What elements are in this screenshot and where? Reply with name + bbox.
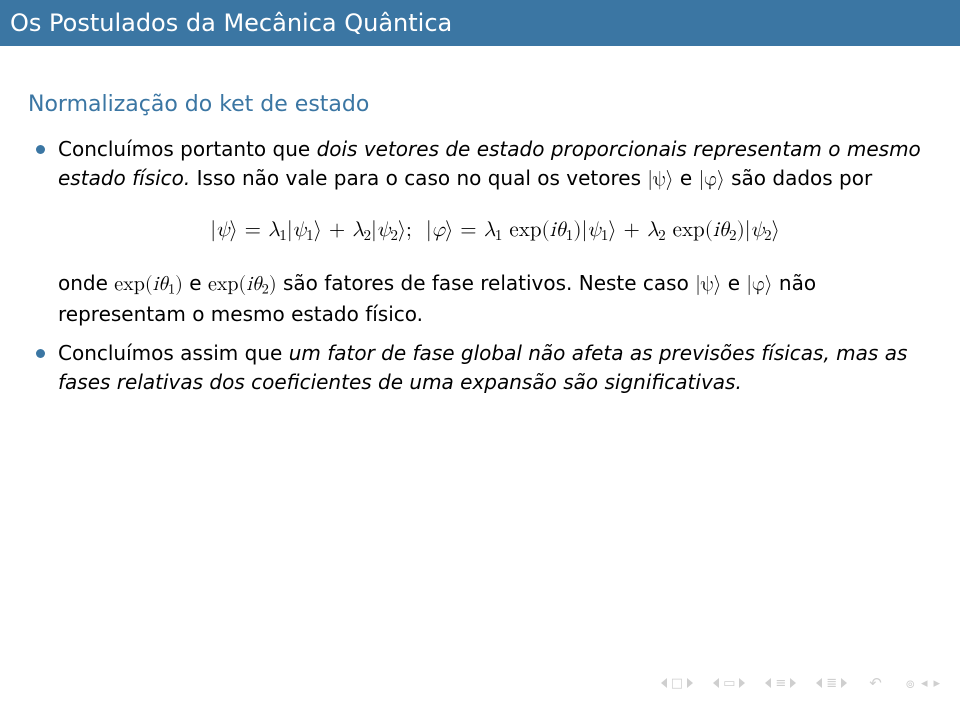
b1-and1: e — [674, 166, 699, 190]
beamer-nav: □ ▭ ≡ ≣ ↶ ๏ ◂ ▸ — [661, 671, 942, 695]
subsection-icon: ≡ — [773, 676, 788, 691]
search-ctrl-icon: ▸ — [931, 676, 942, 691]
nav-search[interactable]: ๏ ◂ ▸ — [904, 671, 942, 695]
section-icon: ≣ — [824, 676, 839, 691]
display-formula: |ψ⟩ = λ1|ψ1⟩ + λ2|ψ2⟩; |φ⟩ = λ1 exp(iθ1)… — [58, 216, 932, 247]
prev-section-icon — [816, 678, 822, 688]
bullet-list: Concluímos portanto que dois vetores de … — [28, 135, 932, 397]
slide-frame-icon: □ — [669, 676, 685, 691]
nav-back[interactable]: ↶ — [867, 674, 884, 692]
search-nav-icon: ◂ — [919, 676, 930, 691]
b1-post2: são dados por — [725, 166, 872, 190]
prev-subsection-icon — [765, 678, 771, 688]
b1-and3: e — [721, 271, 746, 295]
next-section-icon — [841, 678, 847, 688]
next-subsection-icon — [790, 678, 796, 688]
b1-ket-psi2: |ψ⟩ — [695, 274, 721, 294]
b1-pre: Concluímos portanto que — [58, 137, 317, 161]
b2-pre: Concluímos assim que — [58, 341, 289, 365]
slide-subtitle: Normalização do ket de estado — [28, 92, 932, 117]
next-slide-icon — [687, 678, 693, 688]
slide-content: Normalização do ket de estado Concluímos… — [0, 46, 960, 397]
b1-ket-psi: |ψ⟩ — [647, 169, 673, 189]
back-icon: ↶ — [867, 674, 884, 692]
slide-header: Os Postulados da Mecânica Quântica — [0, 0, 960, 46]
b1-and2: e — [183, 271, 208, 295]
b1-exp2: exp(iθ2) — [208, 274, 277, 294]
frame-icon: ▭ — [721, 676, 737, 691]
b1-exp1: exp(iθ1) — [114, 274, 183, 294]
b1-ket-phi: |φ⟩ — [699, 169, 725, 189]
nav-section[interactable]: ≣ — [816, 676, 847, 691]
b1-ket-phi2: |φ⟩ — [746, 274, 772, 294]
prev-slide-icon — [661, 678, 667, 688]
b1-post1: Isso não vale para o caso no qual os vet… — [190, 166, 647, 190]
next-frame-icon — [739, 678, 745, 688]
b1-onde: onde — [58, 271, 114, 295]
search-icon: ๏ — [904, 671, 917, 695]
nav-slide[interactable]: □ — [661, 676, 693, 691]
bullet-item-1: Concluímos portanto que dois vetores de … — [34, 135, 932, 329]
nav-subsection[interactable]: ≡ — [765, 676, 796, 691]
bullet-item-2: Concluímos assim que um fator de fase gl… — [34, 339, 932, 397]
slide-title: Os Postulados da Mecânica Quântica — [10, 9, 452, 37]
b1-post3: são fatores de fase relativos. Neste cas… — [277, 271, 696, 295]
prev-frame-icon — [713, 678, 719, 688]
nav-frame[interactable]: ▭ — [713, 676, 745, 691]
